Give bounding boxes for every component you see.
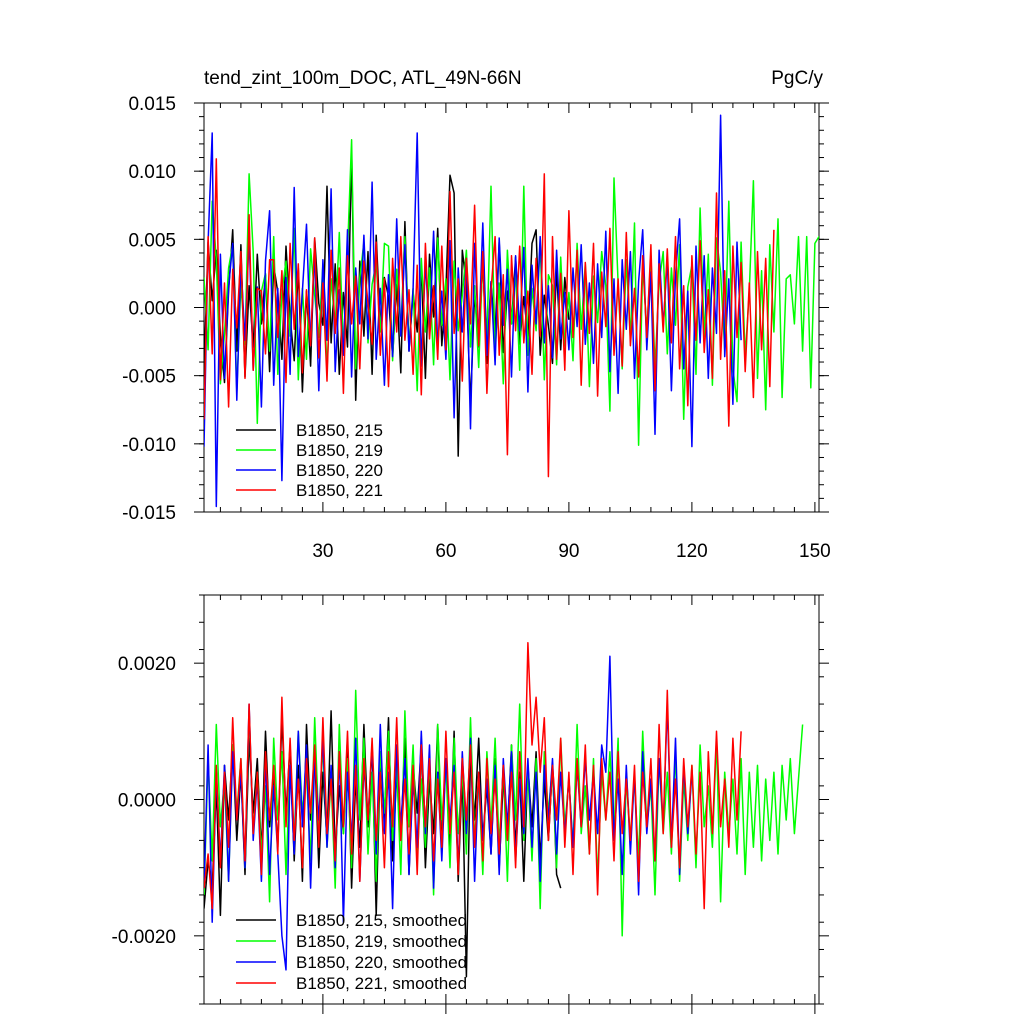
y-tick-label: 0.015 bbox=[128, 94, 176, 115]
legend-label-0: B1850, 215 bbox=[296, 421, 383, 440]
x-tick-label: 120 bbox=[676, 541, 708, 562]
bottom-series-lines bbox=[204, 641, 804, 978]
y-tick-label: -0.0020 bbox=[112, 927, 176, 948]
y-tick-label: 0.000 bbox=[128, 299, 176, 320]
bottom-legend: B1850, 215, smoothed B1850, 219, smoothed… bbox=[236, 911, 467, 993]
top-axis-ticks: 30 60 90 120 150 -0.015 -0.010 -0.005 0.000 0.005… bbox=[122, 94, 831, 562]
y-tick-label: 0.0020 bbox=[118, 654, 176, 675]
y-tick-label: 0.010 bbox=[128, 162, 176, 183]
legend-label-3: B1850, 221 bbox=[296, 481, 383, 500]
y-tick-label: -0.005 bbox=[122, 367, 176, 388]
legend-label-0: B1850, 215, smoothed bbox=[296, 911, 467, 930]
legend-label-1: B1850, 219 bbox=[296, 441, 383, 460]
x-tick-label: 90 bbox=[558, 541, 579, 562]
top-chart-units: PgC/y bbox=[771, 68, 823, 89]
y-tick-label: 0.005 bbox=[128, 230, 176, 251]
top-series-lines bbox=[204, 114, 819, 508]
y-tick-label: -0.010 bbox=[122, 435, 176, 456]
bottom-panel: -0.0020 0.0000 0.0020 B1850, 215, smoothed… bbox=[112, 594, 829, 1014]
series-line-3 bbox=[204, 641, 742, 910]
legend-label-2: B1850, 220, smoothed bbox=[296, 953, 467, 972]
bottom-axis-ticks: -0.0020 0.0000 0.0020 bbox=[112, 594, 829, 1014]
y-tick-label: -0.015 bbox=[122, 503, 176, 524]
series-line-3 bbox=[204, 158, 775, 478]
top-chart-title: tend_zint_100m_DOC, ATL_49N-66N bbox=[204, 68, 522, 89]
legend-label-2: B1850, 220 bbox=[296, 461, 383, 480]
x-tick-label: 150 bbox=[799, 541, 831, 562]
series-line-2 bbox=[204, 114, 742, 508]
top-panel: tend_zint_100m_DOC, ATL_49N-66N PgC/y 30… bbox=[122, 68, 831, 562]
x-tick-label: 30 bbox=[312, 541, 333, 562]
y-tick-label: 0.0000 bbox=[118, 791, 176, 812]
legend-label-1: B1850, 219, smoothed bbox=[296, 932, 467, 951]
x-tick-label: 60 bbox=[435, 541, 456, 562]
legend-label-3: B1850, 221, smoothed bbox=[296, 974, 467, 993]
